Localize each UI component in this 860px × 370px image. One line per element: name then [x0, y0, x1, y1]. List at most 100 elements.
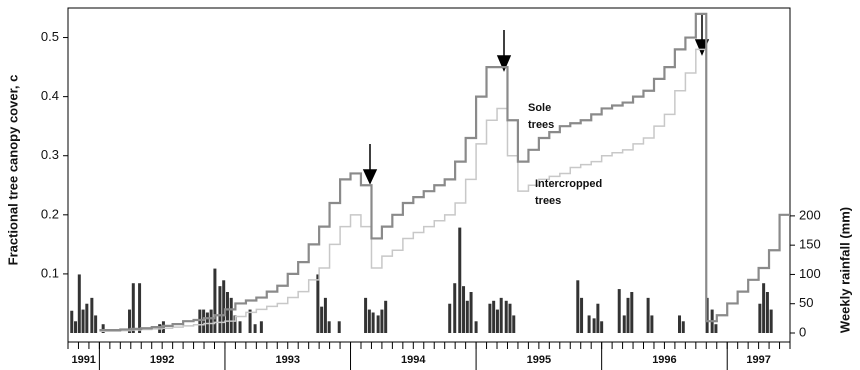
rain-bar [499, 297, 503, 333]
rain-bar [714, 324, 718, 333]
rain-bar [600, 321, 604, 333]
rain-bar [469, 292, 473, 333]
rain-bar [376, 315, 380, 333]
rain-bar [222, 280, 226, 333]
series-line [99, 12, 790, 332]
rain-bar [630, 292, 634, 333]
rain-bar [131, 283, 135, 333]
rain-bar [213, 268, 217, 333]
y-tick-label: 0.4 [41, 88, 59, 103]
arrow-head [362, 169, 378, 185]
series-label: Intercropped trees [535, 178, 603, 207]
arrow-head [496, 55, 512, 72]
rain-bar [462, 286, 466, 333]
rain-bar [138, 283, 142, 333]
rain-bar [458, 227, 462, 333]
rain-bar [448, 303, 452, 333]
y2-axis-label: Weekly rainfall (mm) [837, 207, 852, 333]
x-tick-label: 1993 [275, 354, 299, 366]
rain-bar [85, 303, 89, 333]
rain-bar [465, 300, 469, 333]
rain-bar [367, 309, 371, 333]
rain-bar [488, 303, 492, 333]
x-tick-label: 1992 [150, 354, 174, 366]
rain-bar [580, 297, 584, 333]
rain-bar [646, 297, 650, 333]
rain-bar [229, 297, 233, 333]
rain-bar [380, 309, 384, 333]
rain-bar [161, 321, 165, 333]
rain-bar [504, 300, 508, 333]
rain-bar [576, 280, 580, 333]
arrows [362, 14, 710, 185]
rain-bar [626, 297, 630, 333]
rain-bar [128, 309, 132, 333]
rain-bar [238, 321, 242, 333]
rain-bar [765, 292, 769, 333]
rain-bar [617, 289, 621, 333]
rain-bar [492, 300, 496, 333]
rain-bar [205, 312, 209, 333]
plot-frame [67, 7, 791, 343]
rain-bar [508, 303, 512, 333]
y2-tick-label: 50 [799, 295, 813, 310]
x-tick-label: 1994 [401, 354, 426, 366]
x-tick-label: 1997 [746, 354, 770, 366]
series-line [99, 48, 790, 332]
rain-bar [218, 286, 222, 333]
rain-bar [209, 309, 213, 333]
rain-bar [253, 324, 257, 333]
rain-bar [323, 297, 327, 333]
rain-bar [94, 315, 98, 333]
rain-bar [384, 300, 388, 333]
y2-tick-label: 200 [799, 207, 821, 222]
y2-tick-label: 150 [799, 237, 821, 252]
rain-bar [364, 297, 368, 333]
rain-bar [587, 315, 591, 333]
rain-bar [678, 315, 682, 333]
x-tick-label: 1991 [71, 354, 95, 366]
rain-bar [74, 321, 78, 333]
y2-tick-label: 0 [799, 324, 806, 339]
y-tick-label: 0.1 [41, 265, 59, 280]
rain-bar [474, 321, 478, 333]
rain-bar [337, 321, 341, 333]
rain-bar [758, 303, 762, 333]
rain-bar [101, 324, 105, 333]
rain-bar [320, 306, 324, 333]
rain-bar [371, 312, 375, 333]
y2-tick-label: 100 [799, 266, 821, 281]
rain-bar [453, 283, 457, 333]
rain-bar [327, 321, 331, 333]
rain-bar [225, 292, 229, 333]
y-tick-label: 0.5 [41, 29, 59, 44]
rain-bar [70, 310, 74, 333]
series-label: Sole trees [528, 102, 555, 131]
rain-bar [592, 318, 596, 333]
y-tick-label: 0.3 [41, 147, 59, 162]
rain-bar [596, 303, 600, 333]
rain-bar [769, 309, 773, 333]
rain-bar [495, 309, 499, 333]
rain-bar [622, 315, 626, 333]
rain-bar [248, 309, 252, 333]
rain-bar [81, 309, 85, 333]
x-tick-label: 1996 [652, 354, 676, 366]
rain-bar [198, 309, 202, 333]
rain-bar [259, 321, 263, 333]
y-axis-label: Fractional tree canopy cover, c [5, 75, 20, 266]
x-tick-label: 1995 [527, 354, 551, 366]
arrow-head [694, 39, 710, 56]
rain-bar [90, 297, 94, 333]
rain-bar [233, 315, 237, 333]
y-tick-label: 0.2 [41, 206, 59, 221]
rain-bar [762, 283, 766, 333]
rain-bar [650, 315, 654, 333]
rain-bar [316, 274, 320, 333]
rain-bar [77, 274, 81, 333]
rain-bar [512, 315, 516, 333]
rain-bar [681, 321, 685, 333]
rain-bar [202, 309, 206, 333]
